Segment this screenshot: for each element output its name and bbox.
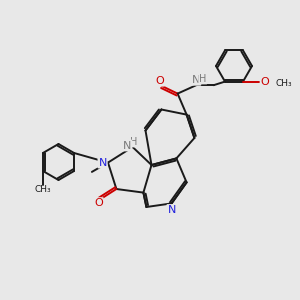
Text: N: N [123,140,131,151]
Text: N: N [167,205,176,215]
Text: CH₃: CH₃ [34,185,51,194]
Text: H: H [199,74,206,84]
Text: N: N [192,75,200,85]
Text: N: N [98,158,107,168]
Text: O: O [155,76,164,86]
Text: O: O [260,76,269,87]
Text: CH₃: CH₃ [276,79,292,88]
Text: H: H [130,136,138,147]
Text: O: O [94,198,103,208]
